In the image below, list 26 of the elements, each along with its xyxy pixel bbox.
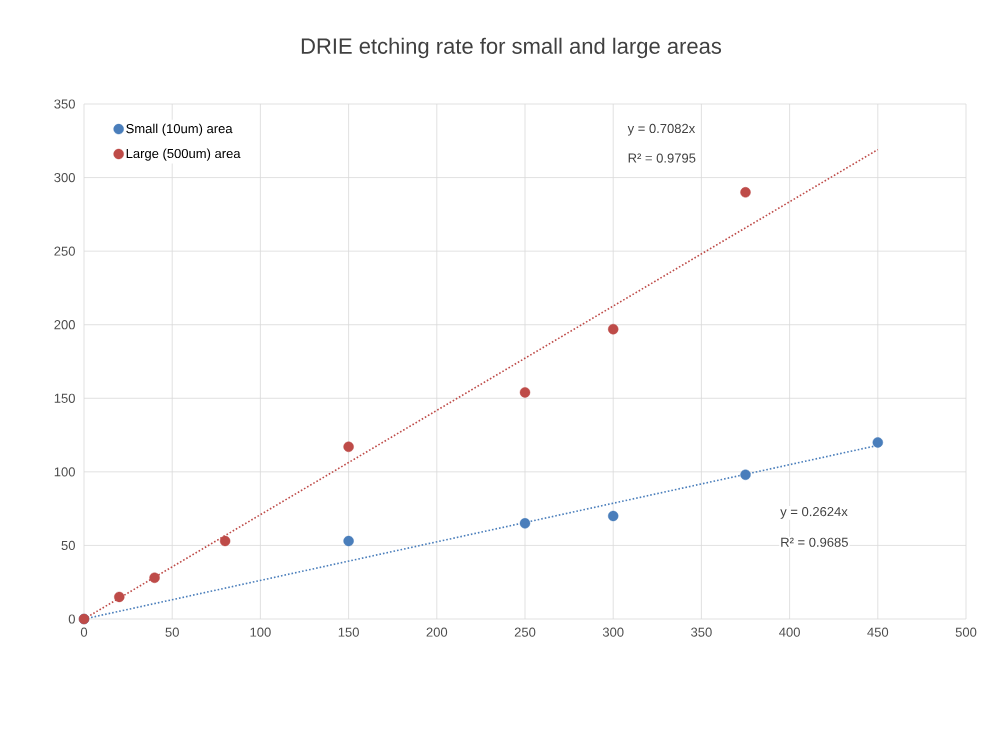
x-tick-label: 500 — [955, 627, 977, 637]
annotation: y = 0.2624x — [780, 507, 848, 519]
x-tick-label: 50 — [165, 627, 179, 637]
annotation: R² = 0.9685 — [781, 537, 848, 547]
x-tick-label: 350 — [691, 627, 712, 637]
x-tick-label: 250 — [514, 627, 536, 637]
x-tick-label: 450 — [867, 627, 889, 637]
y-tick-label: 250 — [54, 246, 75, 256]
x-tick-label: 300 — [602, 627, 624, 637]
chart-title: DRIE etching rate for small and large areas — [301, 37, 722, 59]
y-tick-label: 0 — [68, 614, 75, 624]
y-tick-label: 100 — [54, 467, 75, 477]
y-tick-label: 150 — [54, 393, 75, 403]
legend-label: Small (10um) area — [126, 123, 233, 136]
annotation: R² = 0.9795 — [628, 153, 696, 163]
legend-label: Large (500um) area — [126, 148, 241, 161]
y-tick-label: 50 — [61, 540, 75, 551]
x-tick-label: 0 — [80, 627, 88, 637]
annotation: y = 0.7082x — [627, 123, 696, 136]
y-tick-label: 200 — [54, 320, 75, 330]
x-tick-label: 200 — [426, 627, 448, 637]
x-tick-label: 150 — [338, 627, 359, 637]
x-tick-label: 400 — [779, 627, 800, 637]
x-tick-label: 100 — [250, 627, 271, 637]
y-tick-label: 300 — [54, 172, 75, 183]
y-tick-label: 350 — [54, 99, 75, 109]
